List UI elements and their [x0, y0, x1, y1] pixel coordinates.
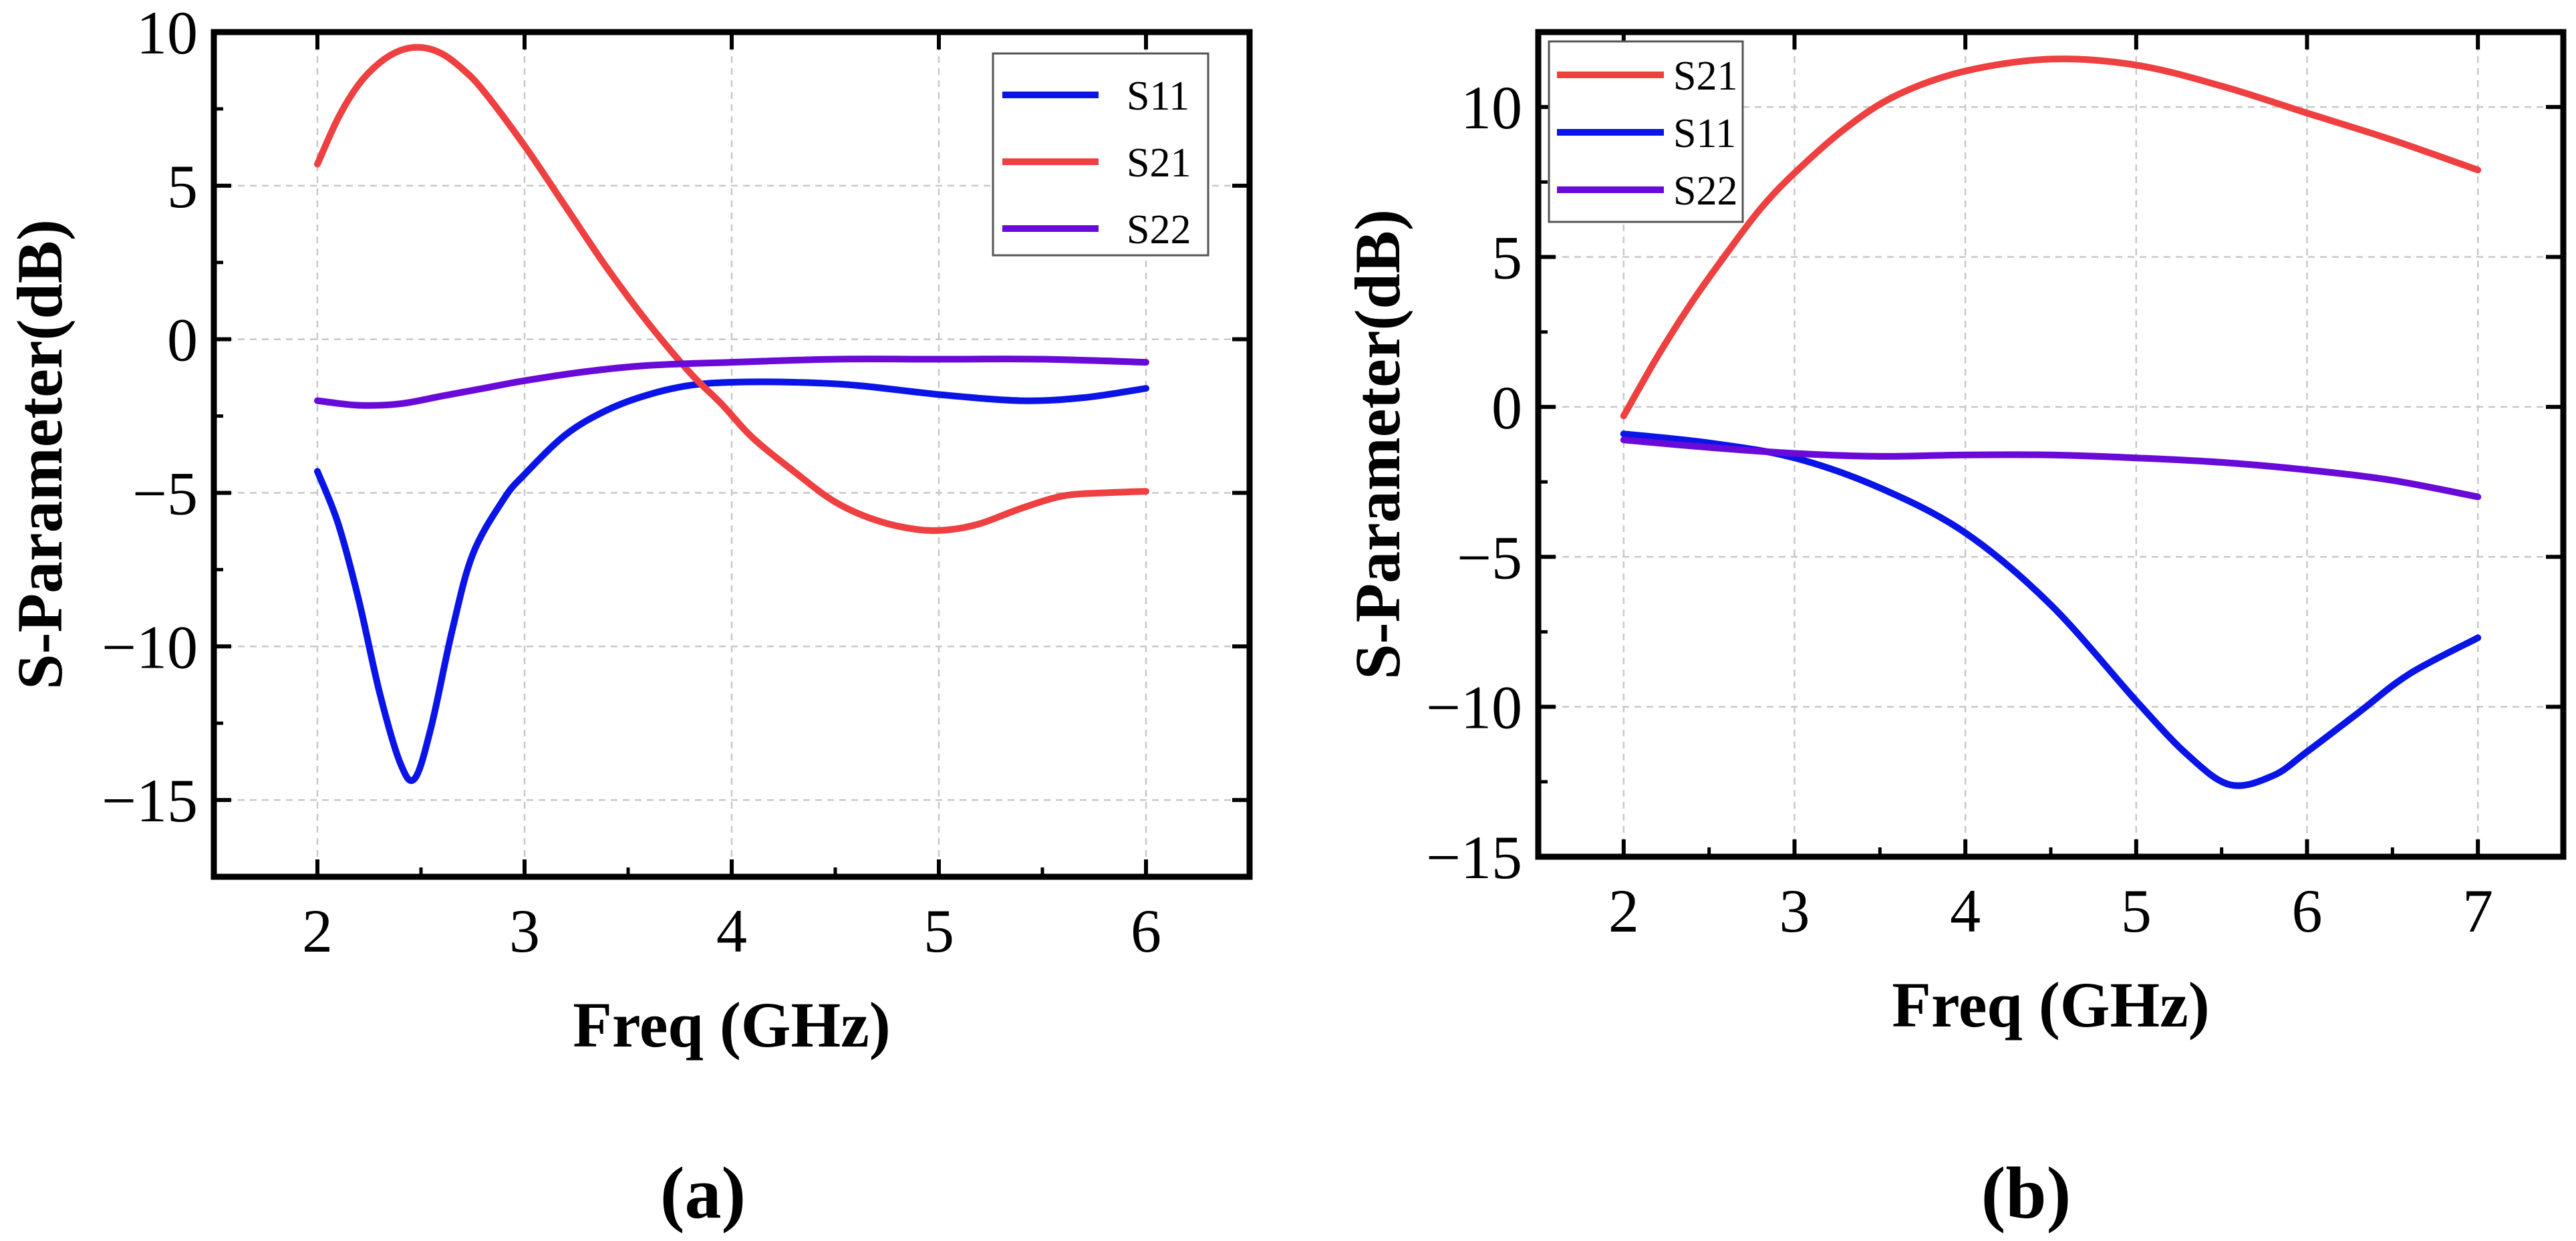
y-tick-label: 5 — [167, 152, 198, 221]
series-line-s22 — [314, 356, 1149, 409]
legend-box — [992, 52, 1209, 257]
legend-label-s21: S21 — [1127, 140, 1191, 186]
x-tick-label: 3 — [509, 897, 540, 965]
y-tick-label: 5 — [1491, 224, 1522, 292]
x-tick-label: 4 — [716, 897, 747, 965]
legend-label-s22: S22 — [1127, 207, 1191, 253]
y-tick-label: −15 — [1426, 823, 1522, 891]
legend-label-s11: S11 — [1127, 74, 1189, 119]
x-tick-label: 5 — [923, 897, 954, 965]
y-tick-label: 0 — [167, 306, 198, 374]
x-tick-label: 4 — [1950, 877, 1981, 945]
legend-label-s11: S11 — [1673, 111, 1736, 156]
legend: S11 S21 S22 — [992, 52, 1209, 257]
series-line-s21 — [1620, 55, 2482, 420]
x-tick-label: 6 — [1131, 897, 1161, 965]
y-axis-title: S-Parameter(dB) — [1342, 209, 1413, 680]
y-tick-label: −15 — [102, 767, 198, 835]
chart-panel-b: 2 3 4 5 6 7 −15 −10 −5 0 5 10 Freq (GHz) S-Parameter(… — [1342, 29, 2567, 1234]
legend-label-s21: S21 — [1673, 53, 1737, 99]
series-line-s11 — [1620, 430, 2482, 789]
y-tick-label: 0 — [1491, 374, 1522, 442]
y-tick-label: −5 — [132, 459, 198, 527]
x-tick-label: 2 — [302, 897, 333, 965]
x-axis-title: Freq (GHz) — [1892, 969, 2209, 1041]
panel-label-a: (a) — [660, 1152, 746, 1234]
legend-label-s22: S22 — [1673, 168, 1737, 214]
legend: S21 S11 S22 — [1548, 40, 1744, 223]
chart-panel-a: 2 3 4 5 6 −15 −10 −5 0 5 10 Freq (GHz) S-Parameter(d… — [4, 0, 1253, 1234]
x-axis-title: Freq (GHz) — [573, 989, 890, 1061]
series-line-s11 — [314, 378, 1149, 785]
x-tick-label: 6 — [2292, 877, 2323, 945]
panel-label-b: (b) — [1981, 1152, 2071, 1234]
y-tick-label: −5 — [1457, 523, 1522, 591]
y-tick-label: 10 — [1461, 74, 1522, 142]
series-line-s22 — [1620, 436, 2482, 501]
y-tick-label: −10 — [1426, 674, 1522, 742]
y-tick-label: −10 — [102, 613, 198, 681]
x-tick-label: 7 — [2462, 877, 2493, 945]
x-tick-label: 3 — [1779, 877, 1810, 945]
x-tick-label: 5 — [2121, 877, 2152, 945]
x-tick-label: 2 — [1608, 877, 1639, 945]
y-axis-title: S-Parameter(dB) — [4, 219, 76, 690]
series-line-s21 — [314, 43, 1149, 535]
y-tick-label: 10 — [136, 0, 198, 67]
